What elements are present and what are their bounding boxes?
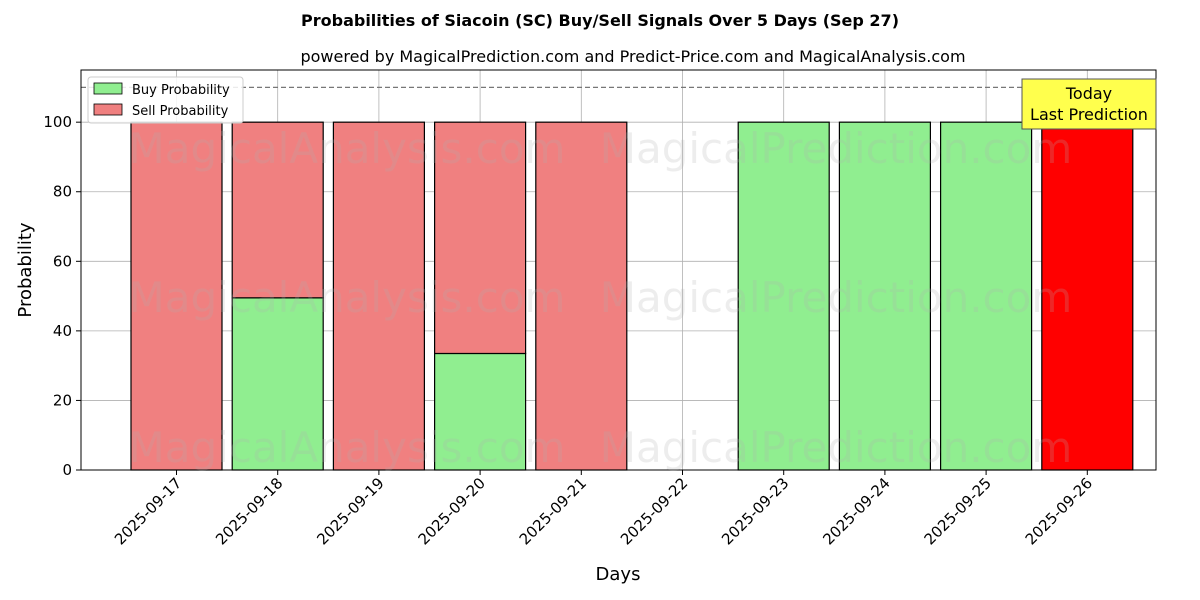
x-tick-label: 2025-09-20 [415,474,489,548]
y-axis-ticks: 0 20 40 60 80 100 [43,113,81,479]
x-tick-label: 2025-09-24 [819,474,893,548]
watermark: MagicalAnalysis.com [129,423,566,472]
bar-sell-2025-09-17 [130,121,223,471]
watermark: MagicalPrediction.com [600,124,1073,173]
x-tick-label: 2025-09-17 [111,474,185,548]
bar-sell-2025-09-18 [231,121,324,299]
chart-subtitle: powered by MagicalPrediction.com and Pre… [300,47,965,66]
x-tick-label: 2025-09-26 [1022,474,1096,548]
today-annotation: Today Last Prediction [1021,78,1157,130]
bar-buy-2025-09-20 [434,352,527,471]
bar-sell-2025-09-26 [1041,121,1134,471]
watermark: MagicalAnalysis.com [129,273,566,322]
y-tick-label: 100 [43,113,72,131]
today-annotation-box [1021,78,1157,130]
x-axis-ticks: 2025-09-17 2025-09-18 2025-09-19 2025-09-20… [111,470,1096,548]
chart-title: Probabilities of Siacoin (SC) Buy/Sell S… [301,11,899,30]
bar-buy-2025-09-25 [939,121,1033,471]
bars [130,121,1134,471]
x-tick-label: 2025-09-25 [921,474,995,548]
legend-swatch-sell [93,103,123,116]
legend-swatch-buy [93,82,123,95]
y-tick-label: 80 [53,183,72,201]
watermark: MagicalAnalysis.com [129,124,566,173]
legend-box [87,76,244,124]
x-tick-label: 2025-09-19 [313,474,387,548]
y-tick-label: 0 [62,461,72,479]
y-tick-label: 20 [53,391,72,409]
today-annotation-line1: Today [1065,84,1112,103]
y-tick-label: 40 [53,322,72,340]
legend-label-buy: Buy Probability [132,83,230,98]
y-axis-label: Probability [15,222,36,317]
x-tick-label: 2025-09-18 [212,474,286,548]
x-axis-label: Days [596,564,641,585]
legend: Buy Probability Sell Probability [87,76,244,124]
watermark: MagicalPrediction.com [600,273,1073,322]
x-tick-label: 2025-09-23 [718,474,792,548]
bar-buy-2025-09-24 [838,121,932,471]
bar-sell-2025-09-20 [434,121,527,355]
y-tick-label: 60 [53,252,72,270]
today-annotation-line2: Last Prediction [1030,105,1148,124]
bar-sell-2025-09-21 [535,121,628,471]
plot-frame [80,69,1157,471]
legend-label-sell: Sell Probability [132,104,229,119]
watermarks: MagicalAnalysis.com MagicalPrediction.co… [129,124,1073,472]
x-tick-label: 2025-09-21 [516,474,590,548]
watermark: MagicalPrediction.com [600,423,1073,472]
x-tick-label: 2025-09-22 [617,474,691,548]
bar-sell-2025-09-19 [332,121,425,471]
